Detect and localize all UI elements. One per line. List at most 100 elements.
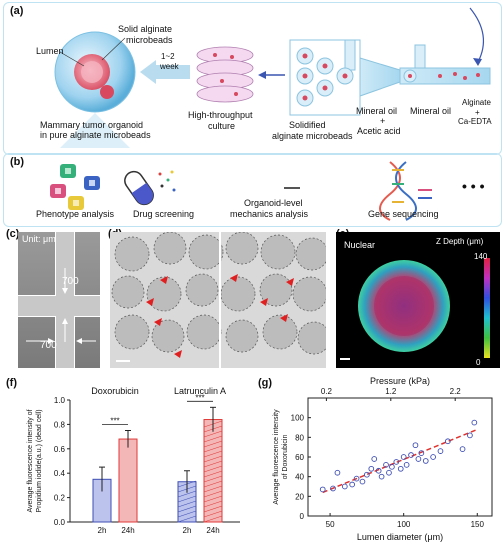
y-tick-label: 0.2 <box>54 494 66 503</box>
bar-hatch <box>177 505 197 513</box>
y-tick-label: 0 <box>300 512 305 521</box>
bar-hatch <box>203 440 223 448</box>
data-point <box>353 475 360 482</box>
data-point <box>386 469 392 476</box>
data-point <box>393 459 400 465</box>
bar-chart: 0.0 0.2 0.4 0.6 0.8 1.0 Average fluorescence i… <box>27 386 240 535</box>
x-tick-label: 150 <box>471 520 485 529</box>
bar-hatch <box>177 510 197 518</box>
y-tick-label: 20 <box>295 492 304 501</box>
bar-hatch <box>177 500 197 508</box>
mineral-acid-label-3: Acetic acid <box>357 126 401 136</box>
data-point <box>471 419 478 426</box>
bar-hatch <box>177 490 197 498</box>
y-tick-label: 0.8 <box>54 420 66 429</box>
group-title: Latrunculin A <box>174 386 226 396</box>
data-point <box>408 452 414 458</box>
group-title: Doxorubicin <box>91 386 139 396</box>
unit-label: Unit: μm <box>22 234 56 244</box>
bar-hatch <box>203 485 223 493</box>
bar-hatch <box>203 510 223 518</box>
y-axis-label: Average fluorescence intensity of Propidi… <box>27 409 43 512</box>
mechanics-label-2: mechanics analysis <box>230 209 309 219</box>
z-min-label: 0 <box>476 358 481 367</box>
y-axis-label-1: Average fluorescence intensity <box>273 409 280 505</box>
organoid-caption-1: Mammary tumor organoid <box>40 120 144 130</box>
x2-tick-label: 1.2 <box>385 387 397 396</box>
panel-a-label: (a) <box>10 5 24 17</box>
plot-frame <box>307 397 493 517</box>
nuclear-label: Nuclear <box>344 240 376 250</box>
microfluidic-channel <box>289 39 491 116</box>
bar-hatch <box>203 445 223 453</box>
y-tick-label: 100 <box>291 414 305 423</box>
data-point <box>444 438 451 445</box>
bar-hatch <box>203 460 223 468</box>
sig-label: *** <box>110 417 119 426</box>
data-point <box>389 463 395 470</box>
bar-hatch <box>203 500 223 508</box>
y-tick-label: 1.0 <box>54 396 66 405</box>
organoid-caption-2: in pure alginate microbeads <box>40 130 151 140</box>
panel-c-micrograph <box>18 232 100 368</box>
y-tick-label: 0.4 <box>54 469 66 478</box>
bar-hatch <box>203 475 223 483</box>
panel-b-label: (b) <box>10 156 25 168</box>
alginate-label-3: Ca-EDTA <box>458 117 492 126</box>
data-point <box>319 486 326 493</box>
solid-beads-label-1: Solid alginate <box>118 24 173 34</box>
pill-capsule-icon <box>124 170 176 206</box>
dna-helix-icon <box>379 161 432 221</box>
alginate-label-2: + <box>475 108 480 117</box>
y-tick-label: 0.6 <box>54 445 66 454</box>
x-tick-label: 100 <box>397 520 411 529</box>
data-point <box>364 471 370 478</box>
y-axis-label-2: of Doxorubicin <box>282 435 289 480</box>
data-point <box>383 462 389 468</box>
data-point <box>415 456 422 462</box>
y-tick-label: 80 <box>295 433 304 442</box>
data-point <box>422 458 429 464</box>
panel-g-label: (g) <box>258 377 273 389</box>
htp-label-1: High-throughput <box>188 110 253 120</box>
panel-b-icons <box>50 161 432 221</box>
culture-dishes <box>196 46 254 103</box>
data-point <box>368 465 375 472</box>
data-point <box>330 485 336 492</box>
x-tick-label: 24h <box>206 526 219 535</box>
width-700-vertical: 700 <box>62 276 79 287</box>
weeks-label-2: week <box>160 62 179 71</box>
bar-hatch <box>203 450 223 458</box>
organoid-mechanics-icon <box>248 170 300 206</box>
x-tick-label: 2h <box>98 526 107 535</box>
data-point <box>397 465 404 472</box>
x-tick-label: 50 <box>326 520 335 529</box>
x-axis-label: Lumen diameter (μm) <box>357 532 443 542</box>
weeks-label-1: 1~2 <box>161 52 175 61</box>
mineral-acid-label-2: + <box>380 116 386 126</box>
y-tick-label: 60 <box>295 453 304 462</box>
panel-b-frame <box>3 153 502 227</box>
panel-a-frame <box>3 2 502 155</box>
panel-a-illustration <box>54 7 491 148</box>
x-tick-label: 24h <box>121 526 134 535</box>
panel-c-label: (c) <box>6 228 20 240</box>
data-point <box>378 473 385 480</box>
solid-beads-label-2: microbeads <box>126 35 173 45</box>
data-point <box>403 462 410 468</box>
panel-d-micrograph <box>110 232 326 368</box>
z-max-label: 140 <box>474 252 488 261</box>
mineral-acid-label-1: Mineral oil <box>356 106 398 116</box>
data-point <box>341 483 348 490</box>
panel-c-arrows <box>26 268 96 344</box>
z-depth-colorbar <box>484 258 490 358</box>
bar-hatch <box>203 515 223 523</box>
bar-hatch <box>177 515 197 523</box>
x2-tick-label: 2.2 <box>450 387 462 396</box>
scatter-chart: 0 20 40 60 80 100 50 100 150 0.2 1.2 2.2 Pressure (k… <box>273 376 493 542</box>
bar-hatch <box>203 480 223 488</box>
bar-hatch <box>177 495 197 503</box>
bar-hatch <box>203 495 223 503</box>
y-tick-label: 0.0 <box>54 518 66 527</box>
bar-hatch <box>203 505 223 513</box>
